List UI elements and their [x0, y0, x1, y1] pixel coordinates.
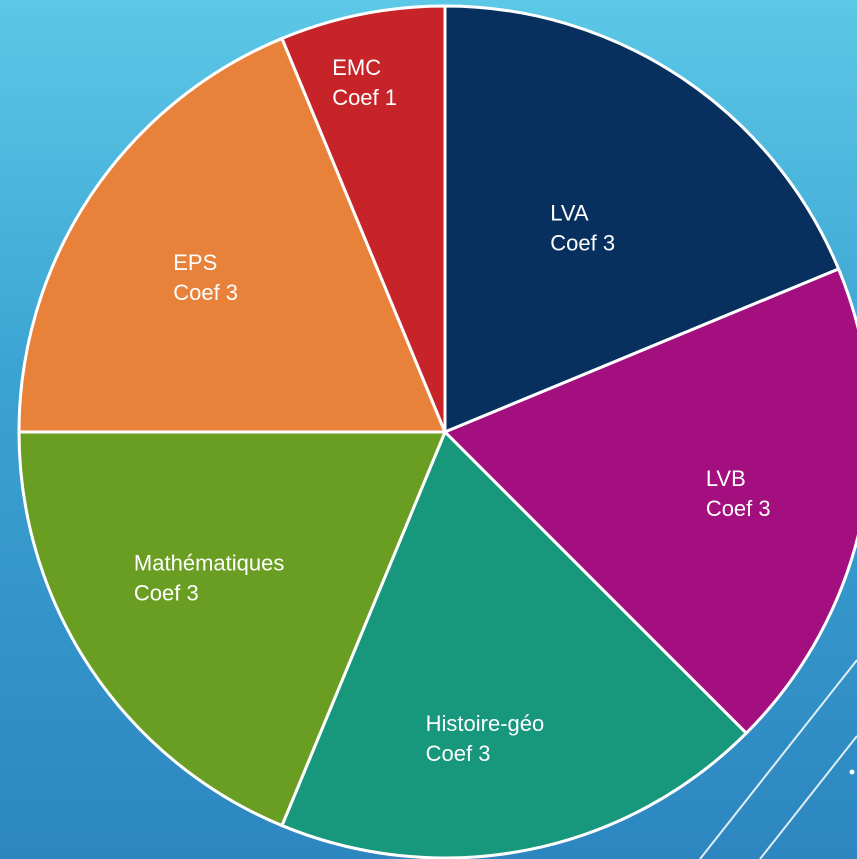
slice-label-name: Histoire-géo [426, 711, 545, 736]
slice-label-emc: EMC Coef 1 [332, 55, 397, 110]
slice-label-lva: LVA Coef 3 [550, 201, 615, 256]
pie-slice-histoire-geo [280, 430, 748, 859]
slice-label-coef: Coef 3 [706, 496, 771, 521]
pie-slice-mathematiques [17, 430, 447, 828]
slice-label-name: Mathématiques [134, 550, 284, 575]
slice-label-name: EMC [332, 55, 381, 80]
slice-label-name: LVB [706, 466, 746, 491]
slice-label-coef: Coef 3 [550, 231, 615, 256]
slice-label-mathematiques: Mathématiques Coef 3 [134, 550, 284, 605]
slice-label-histoire-geo: Histoire-géo Coef 3 [426, 711, 545, 766]
slice-label-coef: Coef 3 [173, 280, 238, 305]
slice-label-name: EPS [173, 250, 217, 275]
pie-slice-lvb [443, 267, 857, 735]
pie-slice-eps [17, 36, 447, 434]
slice-label-lvb: LVB Coef 3 [706, 466, 771, 521]
slice-label-coef: Coef 3 [134, 580, 199, 605]
slice-label-coef: Coef 3 [426, 741, 491, 766]
slice-label-eps: EPS Coef 3 [173, 250, 238, 305]
slice-label-coef: Coef 1 [332, 85, 397, 110]
pie-slice-lva [443, 4, 841, 434]
slice-label-name: LVA [550, 201, 589, 226]
pie-slice-emc [280, 4, 447, 434]
